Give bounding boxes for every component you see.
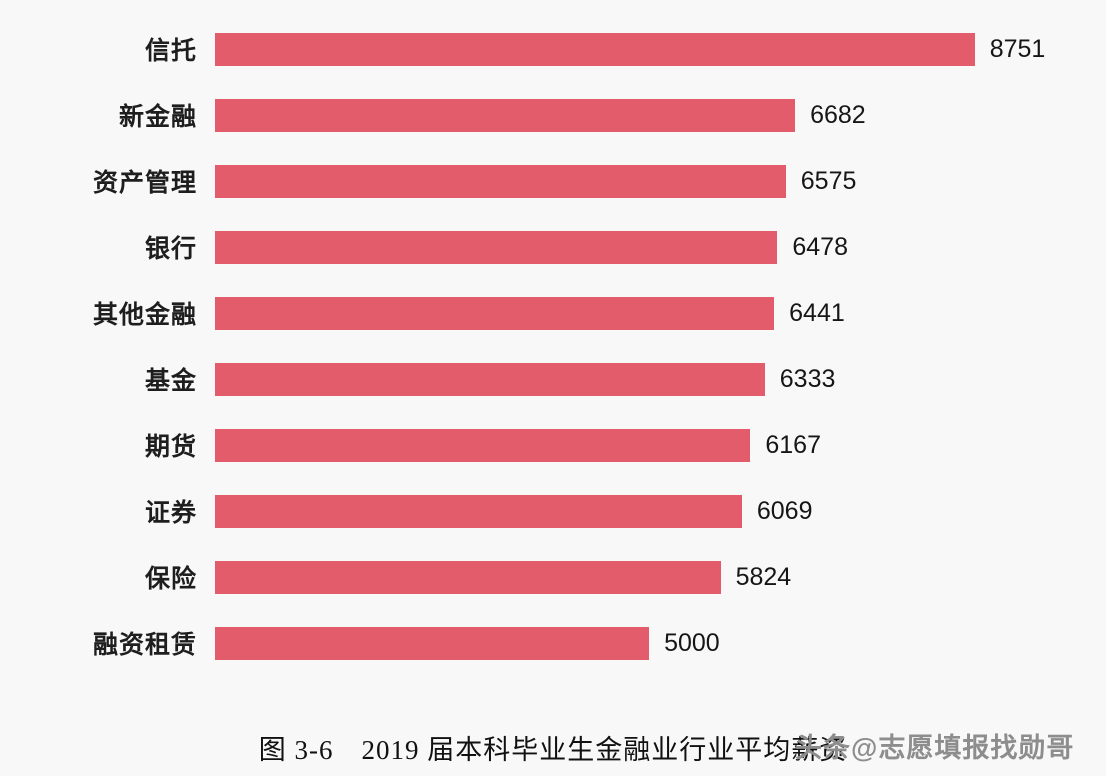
bar-rows: 信托 8751 新金融 6682 资产管理 6575 银行 bbox=[0, 16, 1106, 676]
bar bbox=[215, 560, 721, 594]
value-label: 8751 bbox=[989, 34, 1046, 63]
value-label: 6575 bbox=[800, 166, 857, 195]
category-label: 信托 bbox=[144, 37, 197, 65]
chart-caption: 图 3-6 2019 届本科毕业生金融业行业平均薪资 bbox=[258, 735, 848, 765]
bar bbox=[215, 362, 765, 396]
watermark-text: 头条@志愿填报找勋哥 bbox=[795, 733, 1075, 763]
bar-track: 6682 bbox=[215, 98, 1005, 132]
caption-area: 图 3-6 2019 届本科毕业生金融业行业平均薪资 头条@志愿填报找勋哥 bbox=[0, 722, 1106, 776]
value-label: 6441 bbox=[789, 298, 845, 327]
category-label: 期货 bbox=[144, 433, 197, 461]
bar-row: 信托 8751 bbox=[0, 16, 1106, 82]
category-label: 证券 bbox=[144, 499, 197, 527]
bar-track: 6069 bbox=[215, 494, 1005, 528]
value-label: 5824 bbox=[735, 562, 792, 591]
bar-row: 基金 6333 bbox=[0, 346, 1106, 412]
category-label: 其他金融 bbox=[92, 301, 197, 329]
category-label: 资产管理 bbox=[92, 169, 197, 197]
bar bbox=[215, 164, 786, 198]
value-label: 6167 bbox=[765, 430, 821, 459]
bar-track: 5824 bbox=[215, 560, 1005, 594]
bar-track: 6575 bbox=[215, 164, 1005, 198]
bar bbox=[215, 230, 778, 264]
bar-track: 6167 bbox=[215, 428, 1005, 462]
bar-row: 融资租赁 5000 bbox=[0, 610, 1106, 676]
bar-row: 期货 6167 bbox=[0, 412, 1106, 478]
bar-row: 证券 6069 bbox=[0, 478, 1106, 544]
category-label: 保险 bbox=[144, 565, 197, 593]
value-label: 6069 bbox=[756, 496, 813, 525]
value-label: 5000 bbox=[664, 628, 720, 657]
bar bbox=[215, 296, 775, 330]
bar bbox=[215, 428, 751, 462]
bar-row: 保险 5824 bbox=[0, 544, 1106, 610]
bar-track: 6478 bbox=[215, 230, 1005, 264]
bar-track: 8751 bbox=[215, 32, 1045, 66]
bar-row: 银行 6478 bbox=[0, 214, 1106, 280]
category-label: 基金 bbox=[144, 367, 197, 395]
bar-track: 6333 bbox=[215, 362, 1005, 396]
category-label: 新金融 bbox=[118, 103, 197, 131]
bar-track: 6441 bbox=[215, 296, 1005, 330]
category-label: 银行 bbox=[144, 235, 197, 263]
bar bbox=[215, 494, 742, 528]
bar-row: 新金融 6682 bbox=[0, 82, 1106, 148]
bar bbox=[215, 98, 796, 132]
bar-track: 5000 bbox=[215, 626, 1005, 660]
bar bbox=[215, 32, 975, 66]
value-label: 6333 bbox=[779, 364, 836, 393]
bar bbox=[215, 626, 650, 660]
bar-row: 资产管理 6575 bbox=[0, 148, 1106, 214]
category-label: 融资租赁 bbox=[92, 631, 197, 659]
value-label: 6478 bbox=[792, 232, 848, 261]
value-label: 6682 bbox=[810, 100, 866, 129]
bar-row: 其他金融 6441 bbox=[0, 280, 1106, 346]
